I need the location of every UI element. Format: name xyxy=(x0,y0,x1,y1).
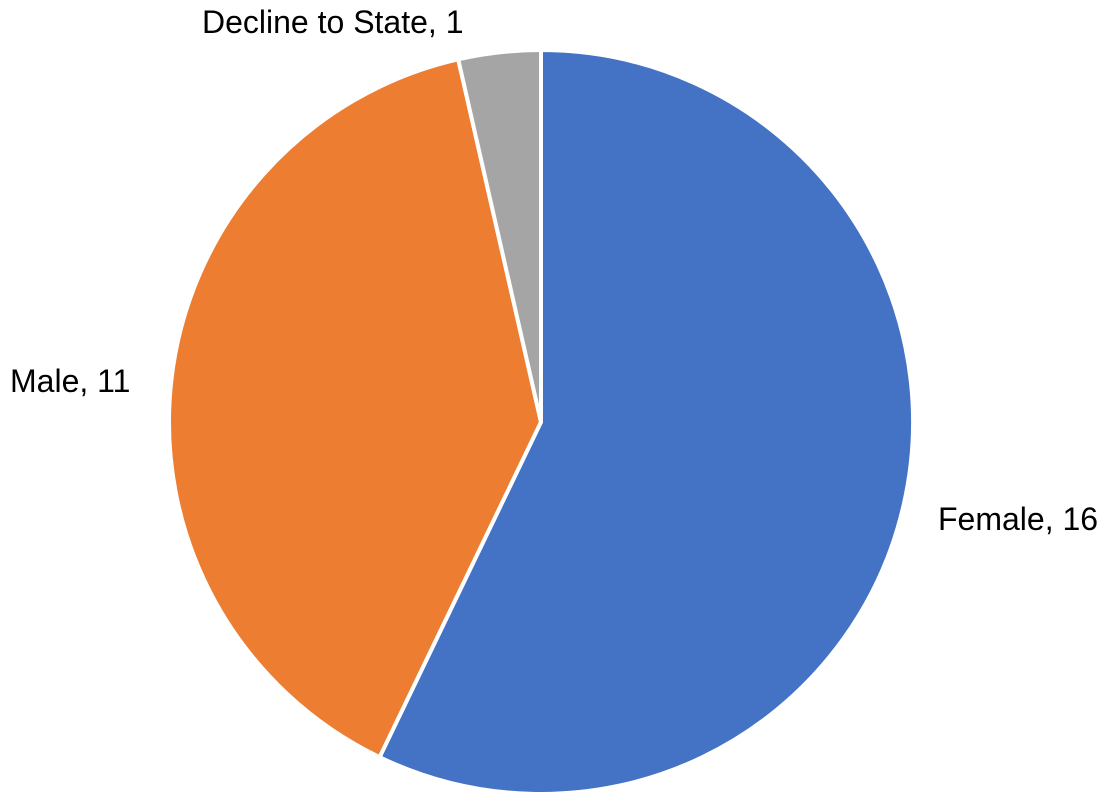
pie-slice-male xyxy=(167,57,543,760)
pie-label-female: Female, 16 xyxy=(938,501,1098,537)
pie-labels: Female, 16 Male, 11 Decline to State, 1 xyxy=(10,4,1098,537)
pie-slices xyxy=(167,48,915,796)
pie-slice-decline-to-state xyxy=(456,48,543,424)
pie-label-decline-to-state: Decline to State, 1 xyxy=(202,4,463,40)
pie-label-male: Male, 11 xyxy=(10,363,130,399)
pie-slice-female xyxy=(377,48,915,796)
